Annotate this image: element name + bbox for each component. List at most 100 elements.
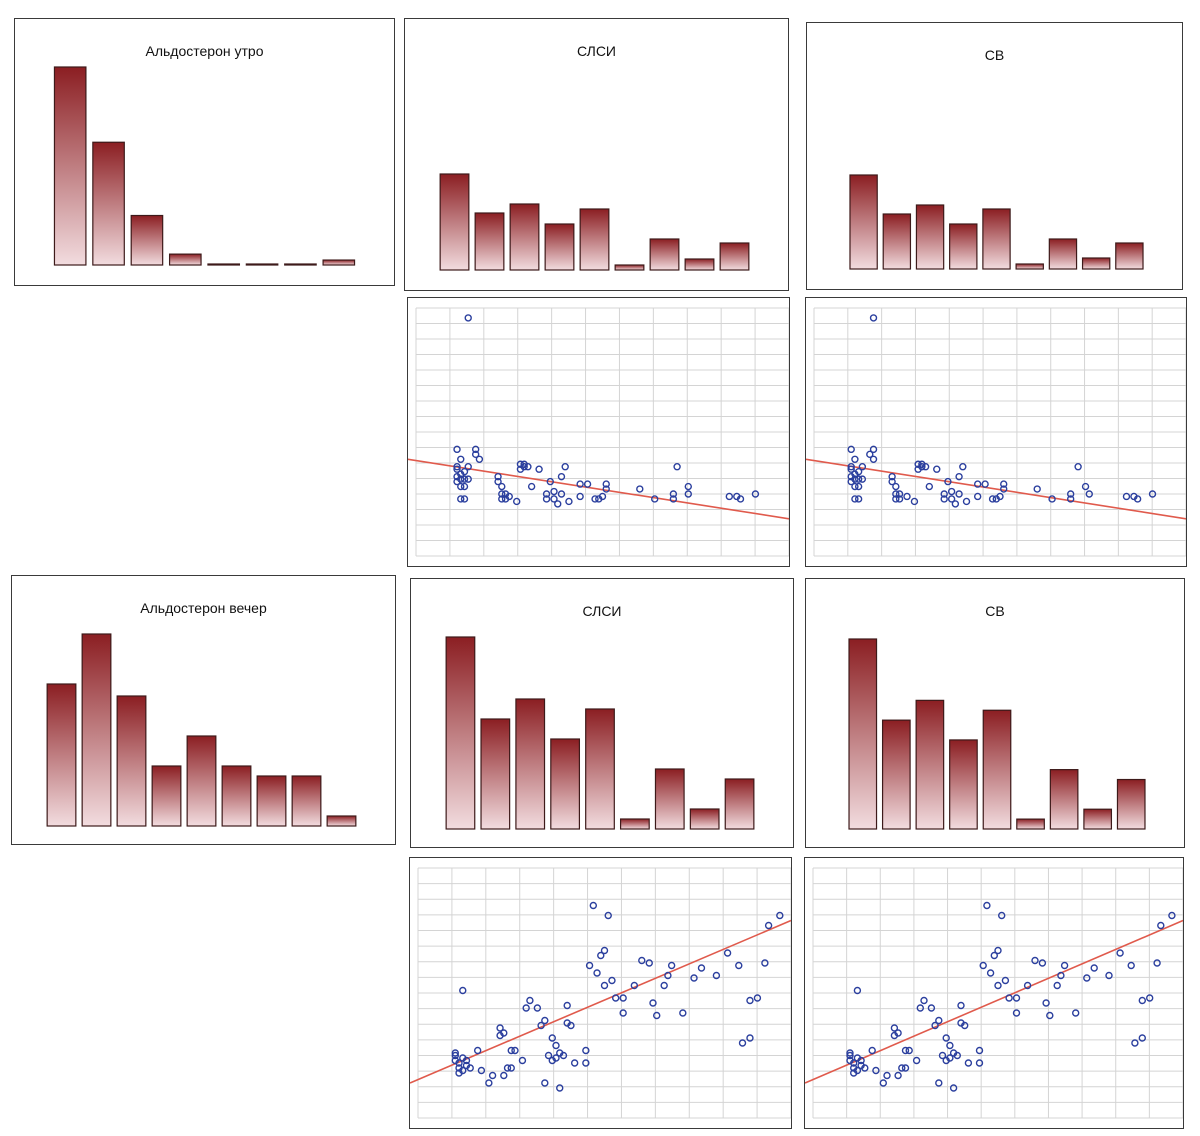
histogram-bar [186, 735, 217, 827]
trend-line [805, 919, 1183, 1084]
histogram-slsi-2: СЛСИ [410, 578, 794, 848]
histogram-bar [46, 683, 77, 827]
scatter-point [548, 1034, 556, 1042]
histogram-bar [724, 778, 755, 830]
histogram-bar [322, 259, 356, 266]
scatter-point [869, 445, 878, 454]
scatter-point [994, 946, 1002, 955]
scatter-point [898, 1064, 906, 1072]
scatter-point [901, 1046, 910, 1055]
scatter-point [942, 1034, 950, 1042]
scatter-point [962, 497, 971, 506]
histogram-bar [1016, 818, 1045, 830]
scatter-point [460, 475, 469, 483]
scatter-point [854, 475, 863, 483]
scatter-point [1001, 976, 1010, 985]
scatter-point [723, 949, 732, 957]
histogram-svg [53, 66, 356, 266]
histogram-bar [480, 718, 511, 830]
scatter-point [883, 1071, 891, 1080]
histogram-bar [245, 263, 279, 266]
histogram-bar [684, 258, 715, 271]
scatter-point [570, 1059, 579, 1067]
histogram-svg [46, 633, 357, 827]
scatter-point [1012, 994, 1021, 1002]
scatter-point [459, 986, 467, 995]
scatter-point [712, 971, 721, 980]
scatter-point [582, 1046, 590, 1055]
scatter-point [994, 981, 1002, 990]
scatter-point [869, 455, 878, 463]
scatter-point [619, 1009, 627, 1017]
scatter-point [933, 465, 941, 473]
scatter-point [457, 482, 465, 491]
scatter-point [565, 497, 573, 506]
scatter-point [524, 463, 532, 471]
scatter-point [1148, 490, 1157, 498]
scatter-point [535, 465, 543, 473]
scatter-point [890, 1024, 899, 1032]
scatter-point [955, 472, 963, 481]
scatter-point [1122, 492, 1131, 501]
histogram-bar [1116, 778, 1146, 830]
scatter-point [542, 490, 551, 498]
scatter-point [850, 1059, 858, 1067]
scatter-point [466, 1064, 474, 1072]
scatter-point [1053, 981, 1061, 990]
scatter-svg [805, 867, 1183, 1119]
scatter-point [892, 490, 900, 498]
histogram-svg [439, 173, 750, 271]
scatter-point [851, 475, 859, 483]
scatter-point [582, 1059, 590, 1067]
scatter-point [522, 1004, 530, 1012]
scatter-point [593, 969, 601, 977]
histogram-bar [151, 765, 182, 827]
scatter-point [471, 445, 480, 454]
scatter-point [498, 490, 506, 498]
scatter-point [851, 482, 859, 491]
scatter-point [1090, 964, 1098, 972]
histogram-bar [445, 636, 476, 830]
scatter-point [953, 1051, 962, 1060]
scatter-point [946, 1041, 954, 1050]
scatter-point [602, 485, 610, 493]
scatter-point [583, 480, 592, 488]
scatter-point [879, 1079, 888, 1087]
scatter-point [561, 463, 569, 471]
scatter-point [576, 492, 584, 501]
scatter-point [1072, 1009, 1080, 1017]
histogram-aldosterone-evening: Альдостерон вечер [11, 575, 396, 845]
scatter-point [853, 1066, 862, 1075]
scatter-point [664, 971, 672, 980]
scatter-point [1046, 1011, 1054, 1020]
scatter-point [541, 1079, 549, 1087]
scatter-point [690, 974, 698, 982]
scatter-point [725, 492, 734, 501]
histogram-svg [849, 174, 1144, 270]
scatter-point [912, 1056, 921, 1065]
scatter-point [494, 472, 502, 481]
scatter-point [1138, 1034, 1146, 1042]
histogram-bar [515, 698, 546, 830]
histogram-bar [168, 253, 202, 266]
scatter-point [944, 477, 952, 486]
scatter-point [473, 1046, 482, 1055]
histogram-bar [130, 214, 164, 266]
scatter-point [559, 1051, 568, 1060]
scatter-point [854, 467, 863, 476]
scatter-point [964, 1059, 973, 1067]
scatter-point [527, 482, 536, 491]
scatter-point [866, 450, 874, 459]
histogram-bar [53, 66, 87, 266]
scatter-point [872, 1066, 880, 1075]
scatter-point [764, 921, 773, 930]
scatter-svg [806, 307, 1186, 557]
scatter-point [1042, 999, 1050, 1007]
histogram-bar [1048, 238, 1078, 270]
scatter-point [1116, 949, 1124, 957]
scatter-point [1012, 1009, 1021, 1017]
scatter-sv-2 [804, 857, 1184, 1129]
histogram-bar [614, 264, 645, 271]
scatter-point [533, 1004, 542, 1012]
scatter-point [505, 492, 513, 501]
